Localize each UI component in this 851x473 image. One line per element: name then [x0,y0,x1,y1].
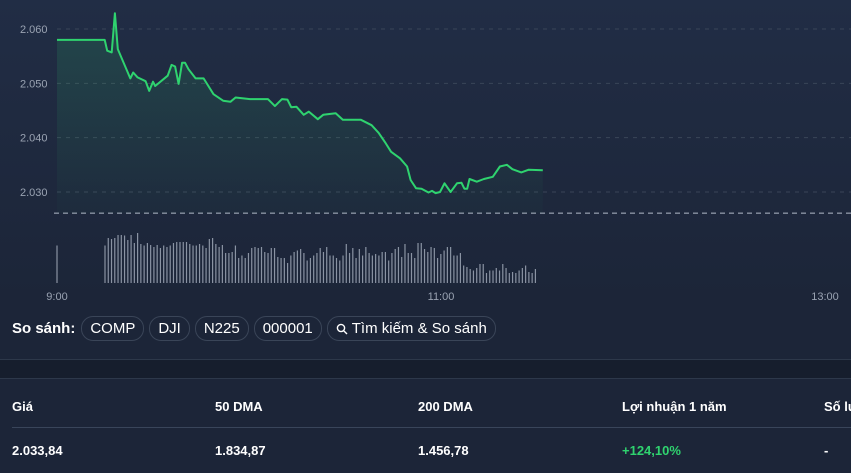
intraday-chart[interactable]: 2.030 2.040 2.050 2.060 9:00 11:00 13:00 [0,0,851,300]
compare-chip-comp[interactable]: COMP [81,316,145,341]
section-divider [0,359,851,379]
compare-label: So sánh: [12,320,76,337]
y-tick-label: 2.050 [20,78,48,90]
stat-value-200dma: 1.456,78 [418,443,469,458]
stat-value-1y-return: +124,10% [622,443,681,458]
stat-header-volume: Số lư [824,399,851,414]
y-tick-label: 2.030 [20,187,48,199]
stat-header-200dma: 200 DMA [418,399,473,414]
price-area [57,13,543,214]
compare-chip-dji[interactable]: DJI [149,316,190,341]
x-tick-label: 13:00 [811,291,839,300]
search-compare-label: Tìm kiếm & So sánh [351,320,487,337]
compare-chip-n225[interactable]: N225 [194,316,249,341]
price-line [57,12,543,195]
x-tick-label: 11:00 [428,291,455,300]
stat-header-price: Giá [12,399,33,414]
x-tick-label: 9:00 [46,291,67,300]
y-tick-label: 2.040 [20,133,48,145]
compare-row: So sánh: COMP DJI N225 000001 Tìm kiếm &… [12,316,496,341]
stat-header-50dma: 50 DMA [215,399,263,414]
chart-svg: 2.030 2.040 2.050 2.060 9:00 11:00 13:00 [20,12,851,300]
stat-value-50dma: 1.834,87 [215,443,266,458]
y-tick-label: 2.060 [20,24,48,36]
stat-divider [12,427,851,428]
search-compare-button[interactable]: Tìm kiếm & So sánh [326,316,496,341]
stat-header-1y-return: Lợi nhuận 1 năm [622,399,727,414]
search-icon [336,323,348,334]
compare-chip-000001[interactable]: 000001 [253,316,322,341]
stat-value-volume: - [824,443,829,458]
stat-value-price: 2.033,84 [12,443,63,458]
